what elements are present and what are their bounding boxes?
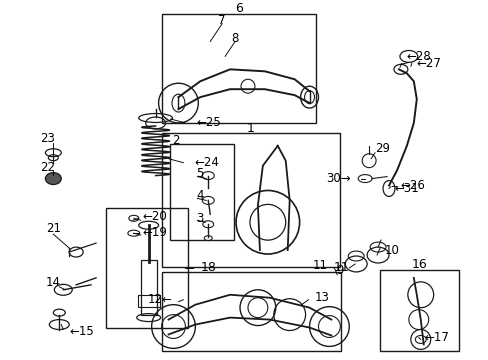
Text: 29: 29 bbox=[374, 142, 389, 155]
Bar bbox=[379, 270, 459, 351]
Text: 11: 11 bbox=[333, 261, 348, 274]
Text: 5: 5 bbox=[196, 167, 203, 180]
Text: 30→: 30→ bbox=[326, 172, 350, 185]
Text: 8: 8 bbox=[231, 32, 238, 45]
Bar bbox=[161, 14, 316, 123]
Text: ←26: ←26 bbox=[400, 179, 425, 192]
Text: ←28: ←28 bbox=[406, 50, 431, 63]
Text: 10: 10 bbox=[384, 244, 399, 257]
Text: 9: 9 bbox=[335, 265, 343, 278]
Text: 21: 21 bbox=[46, 222, 61, 235]
Text: 11: 11 bbox=[312, 260, 327, 273]
Text: 18: 18 bbox=[200, 261, 216, 274]
Ellipse shape bbox=[45, 172, 61, 185]
Text: ←17: ←17 bbox=[424, 331, 448, 344]
Text: 3: 3 bbox=[196, 212, 203, 225]
Text: ←31: ←31 bbox=[394, 182, 419, 195]
Text: 12←: 12← bbox=[147, 293, 172, 306]
Text: ←20: ←20 bbox=[142, 210, 167, 223]
Text: 14: 14 bbox=[46, 276, 61, 289]
Bar bbox=[161, 272, 341, 351]
Bar bbox=[138, 295, 159, 307]
Bar bbox=[141, 260, 156, 315]
Text: 6: 6 bbox=[235, 2, 243, 15]
Bar bbox=[161, 133, 340, 267]
Bar bbox=[169, 144, 234, 240]
Text: ←19: ←19 bbox=[142, 226, 167, 239]
Text: 4: 4 bbox=[196, 189, 203, 202]
Text: ←15: ←15 bbox=[69, 325, 94, 338]
Text: 2: 2 bbox=[172, 134, 180, 147]
Text: 7: 7 bbox=[218, 14, 225, 27]
Text: 16: 16 bbox=[411, 258, 427, 271]
Text: 1: 1 bbox=[246, 122, 254, 135]
Text: ←25: ←25 bbox=[196, 116, 221, 130]
Text: 22: 22 bbox=[40, 161, 55, 174]
Bar bbox=[106, 208, 188, 328]
Text: 23: 23 bbox=[40, 132, 55, 145]
Text: ←27: ←27 bbox=[416, 57, 441, 70]
Text: 13: 13 bbox=[314, 291, 329, 304]
Text: ←24: ←24 bbox=[194, 156, 219, 169]
